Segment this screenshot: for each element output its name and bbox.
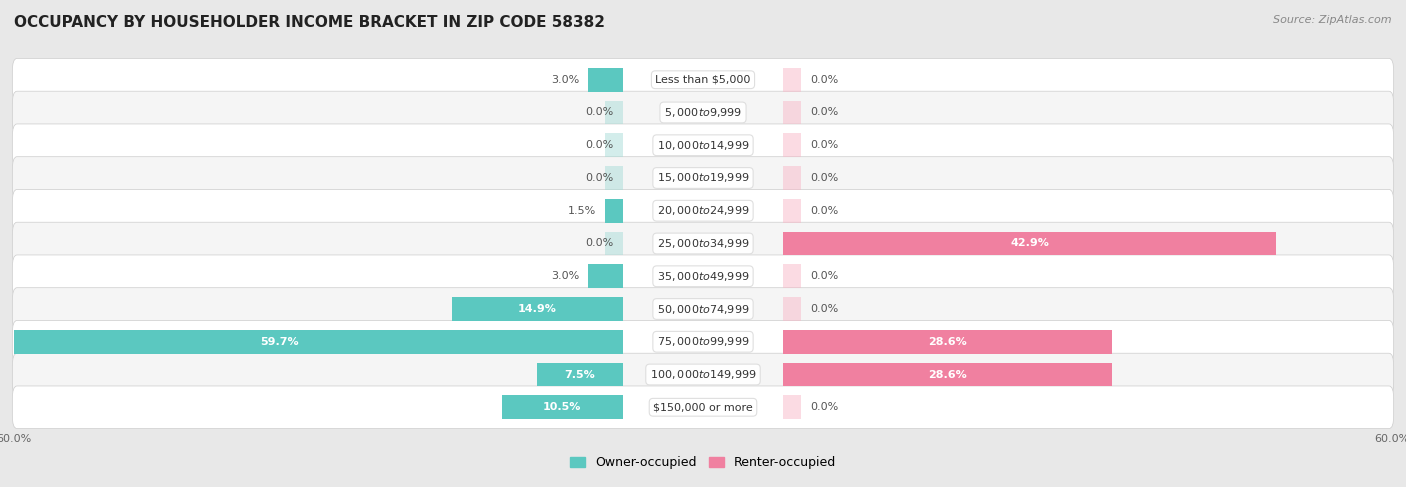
Text: Less than $5,000: Less than $5,000 [655, 75, 751, 85]
Bar [783, 297, 800, 321]
Text: 3.0%: 3.0% [551, 75, 579, 85]
Bar [783, 133, 800, 157]
Text: 14.9%: 14.9% [517, 304, 557, 314]
Text: $10,000 to $14,999: $10,000 to $14,999 [657, 139, 749, 152]
Text: 0.0%: 0.0% [810, 140, 838, 150]
FancyBboxPatch shape [13, 91, 1393, 134]
Text: 28.6%: 28.6% [928, 337, 967, 347]
Text: $150,000 or more: $150,000 or more [654, 402, 752, 412]
Text: 0.0%: 0.0% [585, 108, 613, 117]
Bar [502, 395, 623, 419]
Text: 0.0%: 0.0% [810, 271, 838, 281]
FancyBboxPatch shape [13, 58, 1393, 101]
Bar [606, 199, 623, 223]
Text: 0.0%: 0.0% [810, 75, 838, 85]
Bar [588, 264, 623, 288]
Bar [783, 101, 800, 124]
Bar [783, 68, 800, 92]
Text: $5,000 to $9,999: $5,000 to $9,999 [664, 106, 742, 119]
Bar [783, 199, 800, 223]
Text: $35,000 to $49,999: $35,000 to $49,999 [657, 270, 749, 283]
Bar [783, 232, 1277, 255]
Text: $25,000 to $34,999: $25,000 to $34,999 [657, 237, 749, 250]
Text: 3.0%: 3.0% [551, 271, 579, 281]
Text: 0.0%: 0.0% [810, 108, 838, 117]
FancyBboxPatch shape [13, 124, 1393, 167]
Text: 59.7%: 59.7% [260, 337, 299, 347]
Bar [783, 330, 1112, 354]
Text: 42.9%: 42.9% [1011, 239, 1049, 248]
Bar [606, 101, 623, 124]
Text: 0.0%: 0.0% [585, 239, 613, 248]
FancyBboxPatch shape [13, 157, 1393, 199]
Text: OCCUPANCY BY HOUSEHOLDER INCOME BRACKET IN ZIP CODE 58382: OCCUPANCY BY HOUSEHOLDER INCOME BRACKET … [14, 15, 605, 30]
Bar [588, 68, 623, 92]
FancyBboxPatch shape [13, 386, 1393, 429]
Text: 7.5%: 7.5% [564, 370, 595, 379]
Bar [537, 363, 623, 386]
Text: 0.0%: 0.0% [585, 173, 613, 183]
Legend: Owner-occupied, Renter-occupied: Owner-occupied, Renter-occupied [565, 451, 841, 474]
Bar [783, 166, 800, 190]
Bar [783, 395, 800, 419]
Text: 10.5%: 10.5% [543, 402, 582, 412]
Bar [451, 297, 623, 321]
Text: $50,000 to $74,999: $50,000 to $74,999 [657, 302, 749, 316]
FancyBboxPatch shape [13, 255, 1393, 298]
Bar [783, 363, 1112, 386]
Text: $20,000 to $24,999: $20,000 to $24,999 [657, 204, 749, 217]
Bar [783, 264, 800, 288]
Bar [0, 330, 623, 354]
FancyBboxPatch shape [13, 320, 1393, 363]
FancyBboxPatch shape [13, 288, 1393, 330]
Text: $100,000 to $149,999: $100,000 to $149,999 [650, 368, 756, 381]
Text: $15,000 to $19,999: $15,000 to $19,999 [657, 171, 749, 185]
Text: 28.6%: 28.6% [928, 370, 967, 379]
Text: 1.5%: 1.5% [568, 206, 596, 216]
Bar [606, 133, 623, 157]
Bar [606, 166, 623, 190]
Text: $75,000 to $99,999: $75,000 to $99,999 [657, 335, 749, 348]
Bar [606, 232, 623, 255]
FancyBboxPatch shape [13, 222, 1393, 265]
Text: 0.0%: 0.0% [810, 402, 838, 412]
Text: 0.0%: 0.0% [585, 140, 613, 150]
Text: Source: ZipAtlas.com: Source: ZipAtlas.com [1274, 15, 1392, 25]
FancyBboxPatch shape [13, 189, 1393, 232]
FancyBboxPatch shape [13, 353, 1393, 396]
Text: 0.0%: 0.0% [810, 206, 838, 216]
Text: 0.0%: 0.0% [810, 173, 838, 183]
Text: 0.0%: 0.0% [810, 304, 838, 314]
